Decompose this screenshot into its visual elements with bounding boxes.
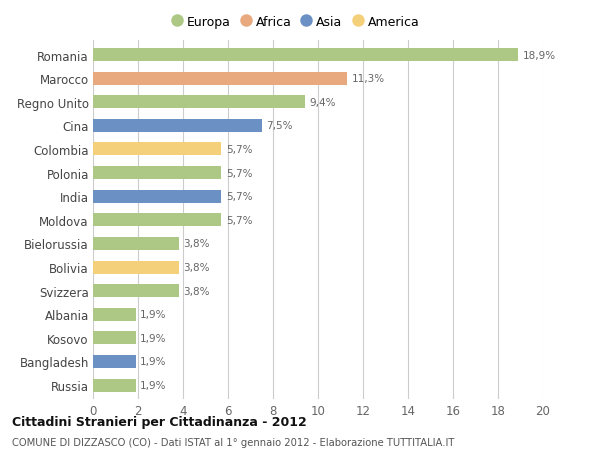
Text: 1,9%: 1,9% xyxy=(140,309,167,319)
Bar xyxy=(93,167,221,179)
Bar xyxy=(93,96,305,109)
Bar xyxy=(93,331,136,345)
Bar xyxy=(93,49,518,62)
Text: 1,9%: 1,9% xyxy=(140,380,167,390)
Bar xyxy=(93,285,179,297)
Bar xyxy=(93,355,136,368)
Text: 3,8%: 3,8% xyxy=(183,263,209,273)
Bar xyxy=(93,143,221,156)
Bar xyxy=(93,190,221,203)
Bar xyxy=(93,308,136,321)
Text: 5,7%: 5,7% xyxy=(226,168,252,178)
Text: 5,7%: 5,7% xyxy=(226,145,252,155)
Text: 11,3%: 11,3% xyxy=(352,74,385,84)
Text: Cittadini Stranieri per Cittadinanza - 2012: Cittadini Stranieri per Cittadinanza - 2… xyxy=(12,415,307,428)
Text: 3,8%: 3,8% xyxy=(183,286,209,296)
Text: 5,7%: 5,7% xyxy=(226,215,252,225)
Bar xyxy=(93,261,179,274)
Text: 3,8%: 3,8% xyxy=(183,239,209,249)
Text: 7,5%: 7,5% xyxy=(266,121,293,131)
Text: 18,9%: 18,9% xyxy=(523,50,556,61)
Bar xyxy=(93,214,221,227)
Text: 9,4%: 9,4% xyxy=(309,98,335,107)
Text: COMUNE DI DIZZASCO (CO) - Dati ISTAT al 1° gennaio 2012 - Elaborazione TUTTITALI: COMUNE DI DIZZASCO (CO) - Dati ISTAT al … xyxy=(12,437,454,447)
Legend: Europa, Africa, Asia, America: Europa, Africa, Asia, America xyxy=(169,13,422,32)
Bar xyxy=(93,73,347,85)
Bar xyxy=(93,379,136,392)
Text: 1,9%: 1,9% xyxy=(140,357,167,367)
Bar xyxy=(93,120,262,133)
Bar xyxy=(93,237,179,250)
Text: 1,9%: 1,9% xyxy=(140,333,167,343)
Text: 5,7%: 5,7% xyxy=(226,192,252,202)
